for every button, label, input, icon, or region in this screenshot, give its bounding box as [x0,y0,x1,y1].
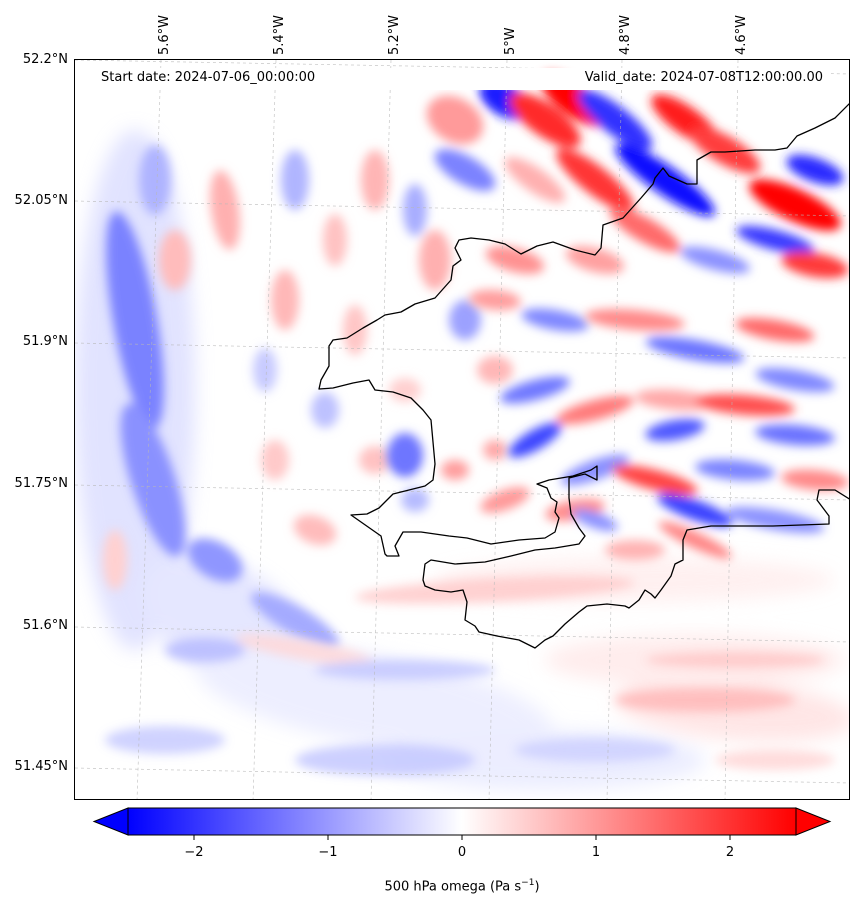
colorbar-label-close: ) [534,879,540,895]
lon-label-5w: 5°W [503,27,518,55]
valid-date-label: Valid_date: 2024-07-08T12:00:00.00 [584,70,823,85]
start-date-label: Start date: 2024-07-06_00:00:00 [101,70,316,85]
omega-contours [75,73,849,790]
lon-label-5-4w: 5.4°W [272,14,287,55]
header-strip [93,68,831,90]
colorbar-tick-minus-1: −1 [318,845,338,860]
colorbar-label-exponent: −1 [521,878,535,888]
lon-label-4-8w: 4.8°W [618,14,633,55]
map-plot-area: Start date: 2024-07-06_00:00:00 Valid_da… [74,59,850,800]
coastline [318,103,849,649]
lon-label-5-6w: 5.6°W [157,14,172,55]
lat-label-51-6n: 51.6°N [22,618,68,633]
colorbar-label-text: 500 hPa omega (Pa s [384,879,522,895]
lon-label-5-2w: 5.2°W [387,14,402,55]
colorbar-tick-minus-2: −2 [184,845,204,860]
colorbar-label: 500 hPa omega (Pa s−1) [0,878,859,894]
lat-label-51-9n: 51.9°N [22,334,68,349]
lon-label-4-6w: 4.6°W [734,14,749,55]
omega-field-map [75,60,849,799]
lat-label-52-2n: 52.2°N [22,52,68,67]
colorbar-max-arrow [795,807,832,836]
colorbar-tick-1: 1 [591,845,601,860]
colorbar-gradient [127,807,797,836]
colorbar-tick-2: 2 [725,845,735,860]
colorbar [92,807,832,840]
lat-label-51-45n: 51.45°N [14,759,68,774]
lat-label-51-75n: 51.75°N [14,476,68,491]
lat-label-52-05n: 52.05°N [14,193,68,208]
colorbar-tick-0: 0 [457,845,467,860]
colorbar-min-arrow [92,807,129,836]
